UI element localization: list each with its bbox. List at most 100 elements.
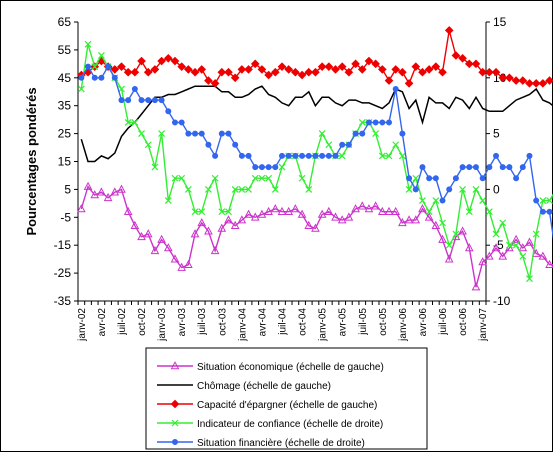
circle-marker bbox=[253, 165, 258, 170]
left-tick-label: 25 bbox=[58, 127, 72, 141]
circle-marker bbox=[387, 120, 392, 125]
right-tick-label: 15 bbox=[493, 15, 507, 29]
circle-marker bbox=[400, 131, 405, 136]
x-tick-label: juil-03 bbox=[197, 308, 208, 336]
x-tick-label: juil-02 bbox=[117, 308, 128, 336]
x-tick-label: juil-06 bbox=[438, 308, 449, 336]
circle-marker bbox=[366, 120, 371, 125]
circle-marker bbox=[487, 165, 492, 170]
circle-marker bbox=[547, 209, 552, 214]
circle-marker bbox=[473, 165, 478, 170]
circle-marker bbox=[199, 131, 204, 136]
circle-marker bbox=[467, 165, 472, 170]
x-tick-label: avr-05 bbox=[338, 308, 349, 337]
circle-marker bbox=[360, 131, 365, 136]
circle-marker bbox=[447, 187, 452, 192]
circle-marker bbox=[132, 86, 137, 91]
circle-marker bbox=[380, 120, 385, 125]
circle-marker bbox=[246, 153, 251, 158]
x-tick-label: janv-07 bbox=[478, 308, 489, 342]
x-tick-label: avr-03 bbox=[177, 308, 188, 337]
circle-marker bbox=[259, 165, 264, 170]
right-tick-label: 0 bbox=[493, 182, 500, 196]
circle-marker bbox=[186, 131, 191, 136]
circle-marker bbox=[460, 165, 465, 170]
x-tick-label: oct-02 bbox=[137, 308, 148, 336]
x-tick-label: oct-06 bbox=[458, 308, 469, 336]
circle-marker bbox=[300, 153, 305, 158]
circle-marker bbox=[193, 131, 198, 136]
x-tick-label: janv-04 bbox=[237, 308, 248, 342]
circle-marker bbox=[393, 86, 398, 91]
circle-marker bbox=[494, 153, 499, 158]
circle-marker bbox=[333, 153, 338, 158]
circle-marker bbox=[159, 98, 164, 103]
circle-marker bbox=[179, 120, 184, 125]
left-tick-label: 15 bbox=[58, 155, 72, 169]
x-tick-label: avr-02 bbox=[97, 308, 108, 337]
circle-marker bbox=[166, 109, 171, 114]
legend-label: Situation financière (échelle de droite) bbox=[197, 438, 365, 449]
circle-marker bbox=[79, 75, 84, 80]
x-tick-label: oct-03 bbox=[217, 308, 228, 336]
circle-marker bbox=[112, 75, 117, 80]
x-tick-label: avr-06 bbox=[418, 308, 429, 337]
circle-marker bbox=[500, 165, 505, 170]
left-tick-label: -5 bbox=[60, 210, 71, 224]
circle-marker bbox=[407, 176, 412, 181]
circle-marker bbox=[373, 120, 378, 125]
circle-marker bbox=[453, 176, 458, 181]
circle-marker bbox=[106, 64, 111, 69]
circle-marker bbox=[213, 153, 218, 158]
left-tick-label: 65 bbox=[58, 15, 72, 29]
circle-marker bbox=[139, 98, 144, 103]
circle-marker bbox=[540, 209, 545, 214]
circle-marker bbox=[527, 153, 532, 158]
x-tick-label: janv-05 bbox=[318, 308, 329, 342]
x-tick-label: janv-03 bbox=[157, 308, 168, 342]
circle-marker bbox=[99, 75, 104, 80]
x-tick-label: oct-05 bbox=[378, 308, 389, 336]
circle-marker bbox=[420, 165, 425, 170]
circle-marker bbox=[534, 198, 539, 203]
right-tick-label: 5 bbox=[493, 127, 500, 141]
legend-label: Chômage (échelle de gauche) bbox=[197, 381, 331, 392]
circle-marker bbox=[119, 98, 124, 103]
legend-label: Capacité d'épargner (échelle de gauche) bbox=[197, 400, 377, 411]
right-tick-label: -10 bbox=[493, 294, 511, 308]
x-tick-label: janv-02 bbox=[77, 308, 88, 342]
circle-marker bbox=[440, 198, 445, 203]
legend-label: Indicateur de confiance (échelle de droi… bbox=[197, 419, 383, 430]
x-tick-label: janv-06 bbox=[398, 308, 409, 342]
x-tick-label: juil-04 bbox=[278, 308, 289, 336]
circle-marker bbox=[226, 131, 231, 136]
left-tick-label: -35 bbox=[54, 294, 72, 308]
circle-marker bbox=[86, 64, 91, 69]
legend-label: Situation économique (échelle de gauche) bbox=[197, 362, 384, 373]
circle-marker bbox=[266, 165, 271, 170]
x-tick-label: juil-05 bbox=[358, 308, 369, 336]
circle-marker bbox=[520, 165, 525, 170]
legend: Situation économique (échelle de gauche)… bbox=[146, 348, 427, 449]
circle-marker bbox=[146, 98, 151, 103]
circle-marker bbox=[286, 153, 291, 158]
left-tick-label: 5 bbox=[64, 182, 71, 196]
circle-marker bbox=[413, 187, 418, 192]
circle-marker bbox=[306, 153, 311, 158]
circle-marker bbox=[340, 142, 345, 147]
circle-marker bbox=[233, 142, 238, 147]
circle-marker bbox=[280, 153, 285, 158]
circle-marker bbox=[152, 98, 157, 103]
left-tick-label: 45 bbox=[58, 71, 72, 85]
circle-marker bbox=[433, 176, 438, 181]
circle-marker bbox=[353, 131, 358, 136]
circle-marker bbox=[219, 131, 224, 136]
circle-marker bbox=[480, 176, 485, 181]
circle-marker bbox=[293, 153, 298, 158]
circle-marker bbox=[206, 142, 211, 147]
y-axis-title: Pourcentages pondérés bbox=[24, 87, 39, 235]
circle-marker bbox=[173, 440, 178, 445]
x-tick-label: oct-04 bbox=[298, 308, 309, 336]
